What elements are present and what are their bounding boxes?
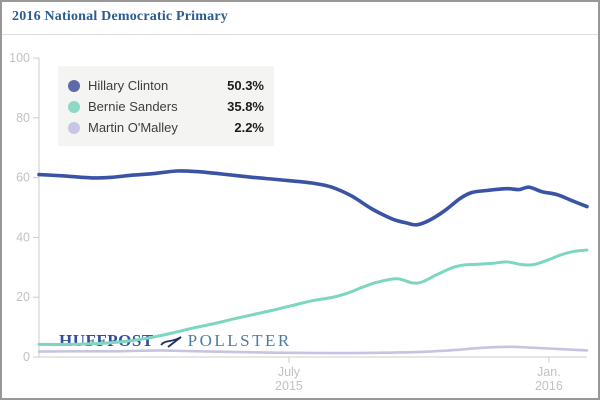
legend-item-sanders: Bernie Sanders 35.8% [68, 96, 264, 117]
legend: Hillary Clinton 50.3% Bernie Sanders 35.… [58, 66, 274, 146]
y-tick-label: 60 [16, 171, 30, 185]
x-tick-label: 2016 [535, 379, 563, 393]
legend-label: Hillary Clinton [88, 78, 169, 93]
legend-value: 50.3% [227, 78, 264, 93]
legend-label: Martin O'Malley [88, 120, 178, 135]
page-title: 2016 National Democratic Primary [12, 9, 228, 24]
y-tick-label: 40 [16, 230, 30, 244]
y-tick-label: 100 [9, 51, 30, 65]
x-tick-label: Jan. [537, 365, 561, 379]
header-divider [2, 34, 598, 35]
legend-value: 35.8% [227, 99, 264, 114]
legend-label: Bernie Sanders [88, 99, 178, 114]
y-tick-label: 80 [16, 111, 30, 125]
y-tick-label: 0 [23, 350, 30, 364]
pollster-wordmark: POLLSTER [187, 331, 292, 350]
series-line-bernie-sanders [37, 248, 589, 346]
series-line-hillary-clinton [37, 169, 589, 227]
legend-item-omalley: Martin O'Malley 2.2% [68, 117, 264, 138]
legend-swatch-icon [68, 121, 80, 134]
legend-swatch-icon [68, 100, 80, 113]
series-line-martin-o-malley [37, 345, 589, 355]
x-tick-label: July [278, 365, 301, 379]
pollster-bird-icon [159, 334, 183, 349]
legend-item-clinton: Hillary Clinton 50.3% [68, 75, 264, 96]
legend-value: 2.2% [234, 120, 264, 135]
y-tick-label: 20 [16, 290, 30, 304]
x-tick-label: 2015 [275, 379, 303, 393]
legend-swatch-icon [68, 79, 80, 92]
